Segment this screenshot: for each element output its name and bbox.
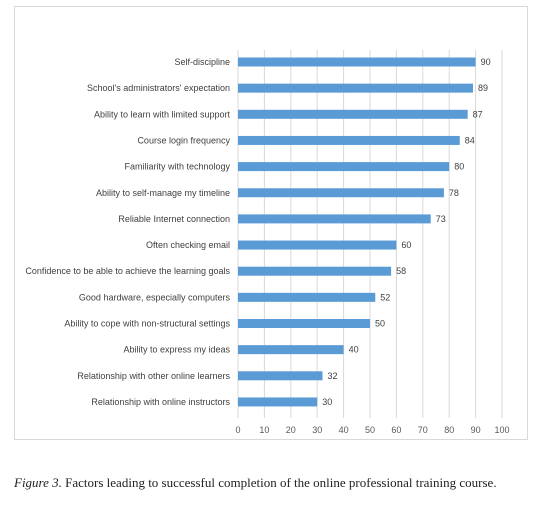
x-tick-label: 10: [259, 425, 269, 435]
category-label: Relationship with online instructors: [91, 397, 230, 407]
data-label: 32: [327, 371, 337, 381]
data-label: 80: [454, 162, 464, 172]
category-label: Familiarity with technology: [124, 162, 230, 172]
data-label: 90: [481, 57, 491, 67]
data-label: 58: [396, 266, 406, 276]
data-label: 30: [322, 397, 332, 407]
category-label: Relationship with other online learners: [77, 371, 230, 381]
data-label: 60: [401, 240, 411, 250]
x-tick-label: 20: [286, 425, 296, 435]
category-label: Confidence to be able to achieve the lea…: [25, 266, 230, 276]
bars: [238, 57, 476, 407]
bar: [238, 162, 450, 172]
x-tick-label: 70: [418, 425, 428, 435]
category-label: Ability to self-manage my timeline: [96, 188, 230, 198]
value-labels: 90 89 87 84 80 78 73 60 58 52 50 40 32 30: [322, 57, 490, 407]
category-label: Course login frequency: [137, 135, 230, 145]
figure-caption-label: Figure 3.: [14, 475, 62, 490]
data-label: 89: [478, 83, 488, 93]
category-label: Good hardware, especially computers: [79, 292, 231, 302]
data-label: 84: [465, 135, 475, 145]
figure-caption: Figure 3. Factors leading to successful …: [14, 473, 534, 493]
data-label: 50: [375, 319, 385, 329]
x-tick-label: 40: [339, 425, 349, 435]
bar: [238, 371, 323, 381]
data-label: 78: [449, 188, 459, 198]
bar: [238, 109, 468, 119]
category-label: Reliable Internet connection: [118, 214, 230, 224]
x-tick-label: 80: [444, 425, 454, 435]
category-label: School's administrators' expectation: [87, 83, 230, 93]
bar: [238, 214, 431, 224]
x-tick-label: 50: [365, 425, 375, 435]
x-axis-ticks: 0 10 20 30 40 50 60 70 80 90 100: [235, 425, 509, 435]
data-label: 52: [380, 292, 390, 302]
bar: [238, 240, 397, 250]
data-label: 40: [349, 345, 359, 355]
category-label: Ability to express my ideas: [123, 345, 230, 355]
bar: [238, 345, 344, 355]
gridlines: [237, 50, 503, 418]
bar: [238, 135, 460, 145]
x-tick-label: 60: [391, 425, 401, 435]
bar-chart: Self-discipline School's administrators' …: [25, 50, 510, 435]
category-label: Self-discipline: [174, 57, 230, 67]
category-label: Often checking email: [146, 240, 230, 250]
bar: [238, 266, 392, 276]
x-tick-label: 100: [494, 425, 509, 435]
data-label: 73: [436, 214, 446, 224]
x-tick-label: 30: [312, 425, 322, 435]
bar: [238, 188, 444, 198]
category-label: Ability to cope with non-structural sett…: [64, 319, 230, 329]
x-tick-label: 90: [471, 425, 481, 435]
category-label: Ability to learn with limited support: [94, 109, 231, 119]
x-tick-label: 0: [235, 425, 240, 435]
category-labels: Self-discipline School's administrators' …: [25, 57, 230, 407]
bar: [238, 57, 476, 67]
bar: [238, 292, 376, 302]
bar: [238, 319, 370, 328]
data-label: 87: [473, 109, 483, 119]
figure-caption-text: Factors leading to successful completion…: [61, 475, 497, 490]
bar: [238, 397, 318, 407]
bar: [238, 83, 473, 93]
